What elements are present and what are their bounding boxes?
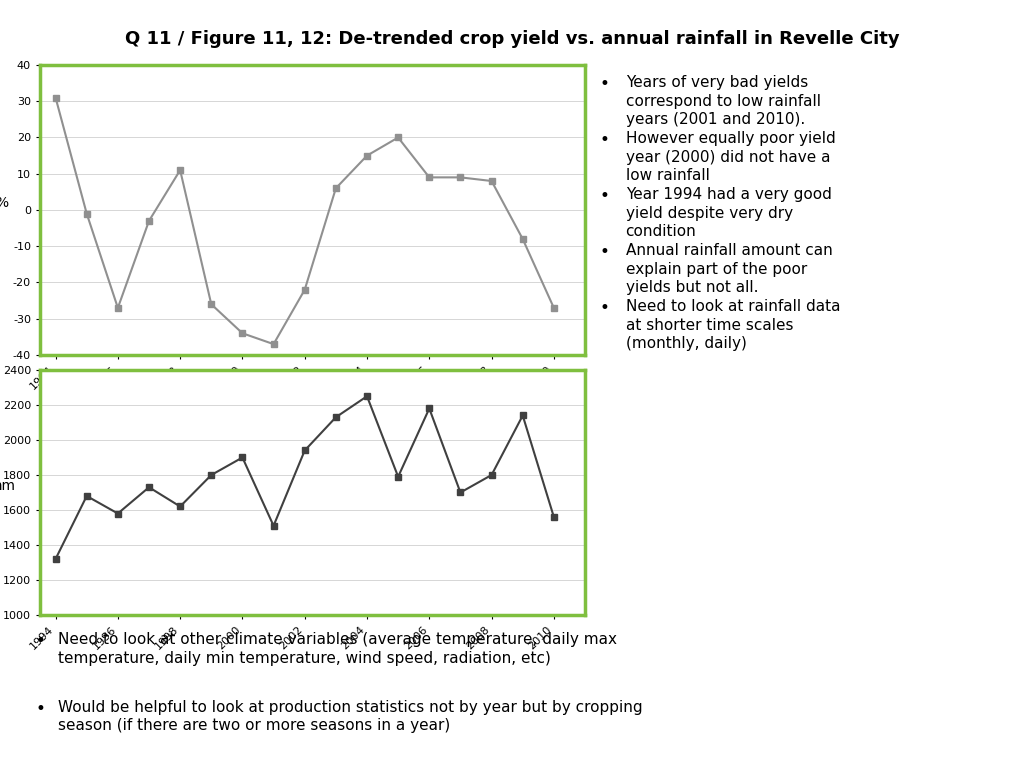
Text: However equally poor yield
year (2000) did not have a
low rainfall: However equally poor yield year (2000) d… [626, 131, 836, 184]
Y-axis label: %: % [0, 196, 8, 210]
Text: •: • [600, 187, 610, 205]
Text: Annual rainfall amount can
explain part of the poor
yields but not all.: Annual rainfall amount can explain part … [626, 243, 833, 296]
Text: Would be helpful to look at production statistics not by year but by cropping
se: Would be helpful to look at production s… [58, 700, 643, 733]
Y-axis label: mm: mm [0, 478, 15, 492]
Text: •: • [600, 75, 610, 93]
Text: Year 1994 had a very good
yield despite very dry
condition: Year 1994 had a very good yield despite … [626, 187, 831, 240]
Text: Q 11 / Figure 11, 12: De-trended crop yield vs. annual rainfall in Revelle City: Q 11 / Figure 11, 12: De-trended crop yi… [125, 30, 899, 48]
Text: Years of very bad yields
correspond to low rainfall
years (2001 and 2010).: Years of very bad yields correspond to l… [626, 75, 820, 127]
Text: •: • [600, 243, 610, 261]
Text: Need to look at other climate variables (average temperature, daily max
temperat: Need to look at other climate variables … [58, 632, 617, 666]
Text: Need to look at rainfall data
at shorter time scales
(monthly, daily): Need to look at rainfall data at shorter… [626, 300, 840, 352]
Text: •: • [36, 632, 46, 650]
Text: •: • [36, 700, 46, 717]
Text: •: • [600, 300, 610, 317]
Text: •: • [600, 131, 610, 149]
